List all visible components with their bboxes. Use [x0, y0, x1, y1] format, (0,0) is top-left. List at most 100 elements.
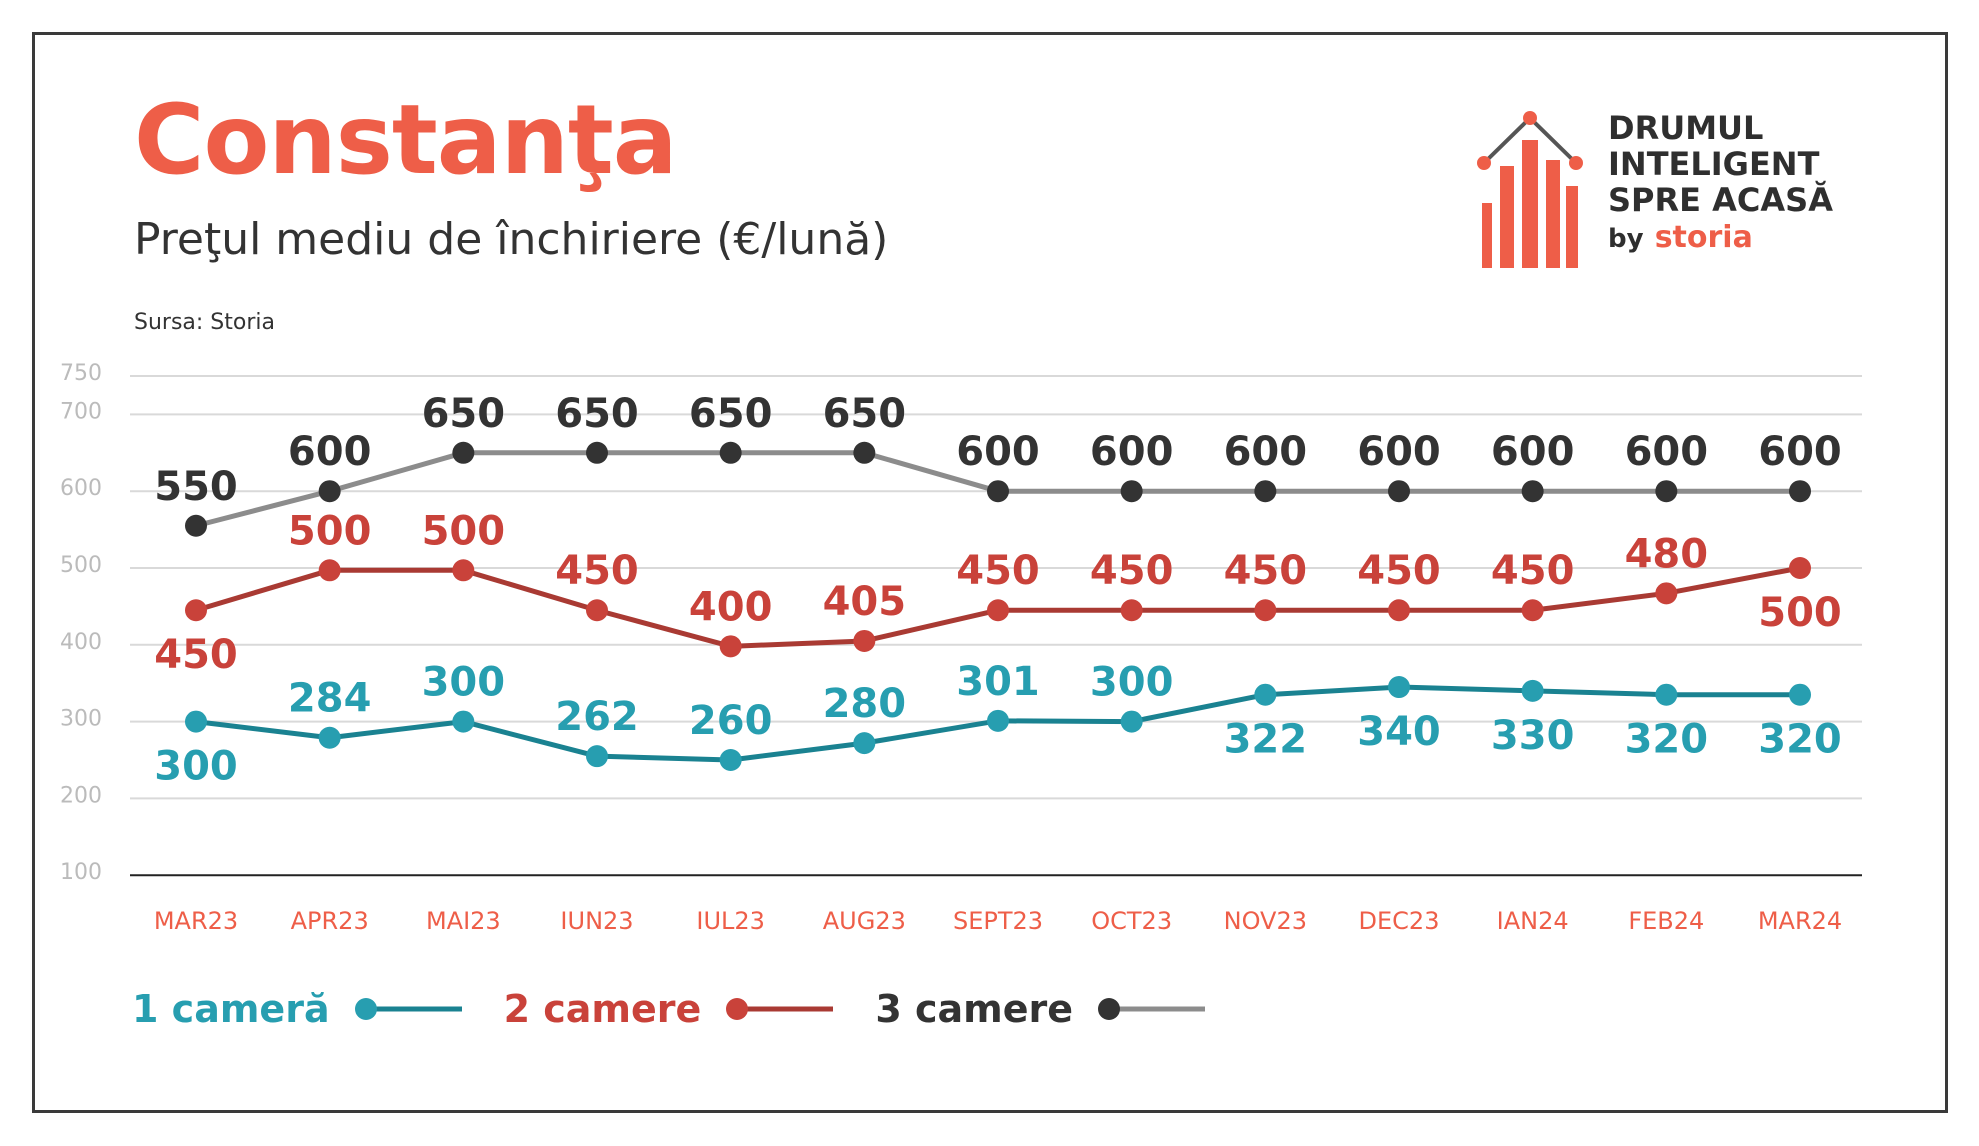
data-point [185, 710, 207, 733]
legend-label-1-camera: 1 cameră [132, 987, 330, 1031]
x-tick-label: AUG23 [823, 907, 906, 935]
x-tick-label: MAI23 [426, 907, 501, 935]
data-label: 650 [823, 391, 907, 437]
data-point [1655, 480, 1678, 503]
data-label: 500 [422, 508, 506, 554]
data-label: 480 [1625, 531, 1709, 577]
data-label: 500 [1758, 590, 1842, 636]
legend-line-marker-icon [354, 998, 462, 1020]
data-point [1655, 582, 1678, 605]
data-label: 600 [956, 429, 1040, 475]
data-label: 301 [956, 659, 1040, 705]
data-label: 320 [1758, 717, 1842, 763]
chart-title: Constanţa [134, 84, 678, 196]
data-label: 650 [689, 391, 773, 437]
y-tick-label: 300 [60, 707, 102, 732]
x-tick-label: FEB24 [1628, 907, 1704, 935]
logo-by: by [1608, 224, 1644, 254]
data-point [1388, 676, 1410, 699]
data-point [853, 732, 876, 755]
data-point [719, 749, 742, 771]
y-tick-label: 750 [60, 361, 102, 386]
data-point [318, 559, 341, 582]
data-label: 300 [422, 660, 506, 706]
data-label: 450 [555, 548, 639, 594]
y-tick-label: 500 [60, 553, 102, 578]
data-label: 600 [1090, 429, 1174, 475]
data-label: 300 [1090, 660, 1174, 706]
data-label: 600 [1758, 429, 1842, 475]
chart-subtitle: Preţul mediu de închiriere (€/lună) [134, 214, 889, 265]
y-tick-label: 700 [60, 399, 102, 424]
data-point [1789, 480, 1811, 503]
x-tick-label: APR23 [291, 907, 369, 935]
legend-item-2-camere: 2 camere [504, 990, 836, 1028]
x-tick-label: IAN24 [1497, 907, 1569, 935]
y-tick-label: 200 [60, 783, 102, 808]
legend-line-marker-icon [726, 998, 834, 1020]
data-point [1388, 599, 1410, 622]
data-point [452, 710, 475, 733]
data-label: 450 [956, 548, 1040, 594]
data-label: 262 [555, 694, 639, 740]
legend-item-3-camere: 3 camere [875, 990, 1207, 1028]
chart-frame [32, 32, 1948, 1113]
data-label: 550 [154, 464, 238, 510]
y-tick-label: 600 [60, 476, 102, 501]
data-label: 450 [1491, 548, 1575, 594]
x-tick-label: SEPT23 [953, 907, 1043, 935]
x-tick-label: MAR23 [154, 907, 238, 935]
data-label: 405 [823, 579, 907, 625]
data-label: 600 [1625, 429, 1709, 475]
data-label: 330 [1491, 713, 1575, 759]
data-label: 260 [689, 698, 773, 744]
x-tick-label: IUN23 [560, 907, 633, 935]
data-point [452, 441, 475, 464]
legend-line-marker-icon [1098, 998, 1206, 1020]
logo-line-3: SPRE ACASĂ [1608, 181, 1833, 219]
data-label: 322 [1224, 717, 1308, 763]
data-point [853, 441, 876, 464]
data-point [719, 441, 742, 464]
data-point [987, 599, 1009, 622]
data-label: 600 [288, 429, 372, 475]
y-tick-label: 400 [60, 630, 102, 655]
data-point [586, 745, 608, 768]
data-point [1789, 557, 1811, 579]
data-label: 650 [422, 391, 506, 437]
x-tick-label: NOV23 [1224, 907, 1307, 935]
data-label: 500 [288, 508, 372, 554]
house-chart-logo-icon [1477, 111, 1583, 268]
data-point [987, 709, 1009, 732]
data-label: 600 [1357, 429, 1441, 475]
data-point [853, 629, 876, 652]
logo-wordmark: DRUMUL INTELIGENT SPRE ACASĂ by storia [1608, 110, 1833, 257]
data-label: 280 [823, 681, 907, 727]
data-label: 600 [1224, 429, 1308, 475]
x-tick-label: IUL23 [696, 907, 765, 935]
data-point [185, 599, 207, 622]
data-point [1388, 480, 1410, 503]
data-label: 340 [1357, 709, 1441, 755]
source-note: Sursa: Storia [134, 310, 275, 335]
data-point [1521, 480, 1544, 503]
y-tick-label: 100 [60, 860, 102, 885]
data-point [1254, 599, 1277, 622]
data-label: 450 [1224, 548, 1308, 594]
data-label: 600 [1491, 429, 1575, 475]
data-point [586, 441, 608, 464]
data-point [452, 559, 475, 582]
logo-line-2: INTELIGENT [1608, 145, 1820, 183]
data-label: 650 [555, 391, 639, 437]
data-point [1521, 599, 1544, 622]
logo-brand: storia [1654, 220, 1753, 255]
data-label: 284 [288, 676, 372, 722]
data-point [1521, 679, 1544, 702]
x-tick-label: DEC23 [1359, 907, 1440, 935]
data-point [1254, 480, 1277, 503]
legend-label-3-camere: 3 camere [875, 987, 1074, 1031]
legend-label-2-camere: 2 camere [503, 987, 702, 1031]
data-label: 400 [689, 584, 773, 630]
x-tick-label: MAR24 [1758, 907, 1842, 935]
